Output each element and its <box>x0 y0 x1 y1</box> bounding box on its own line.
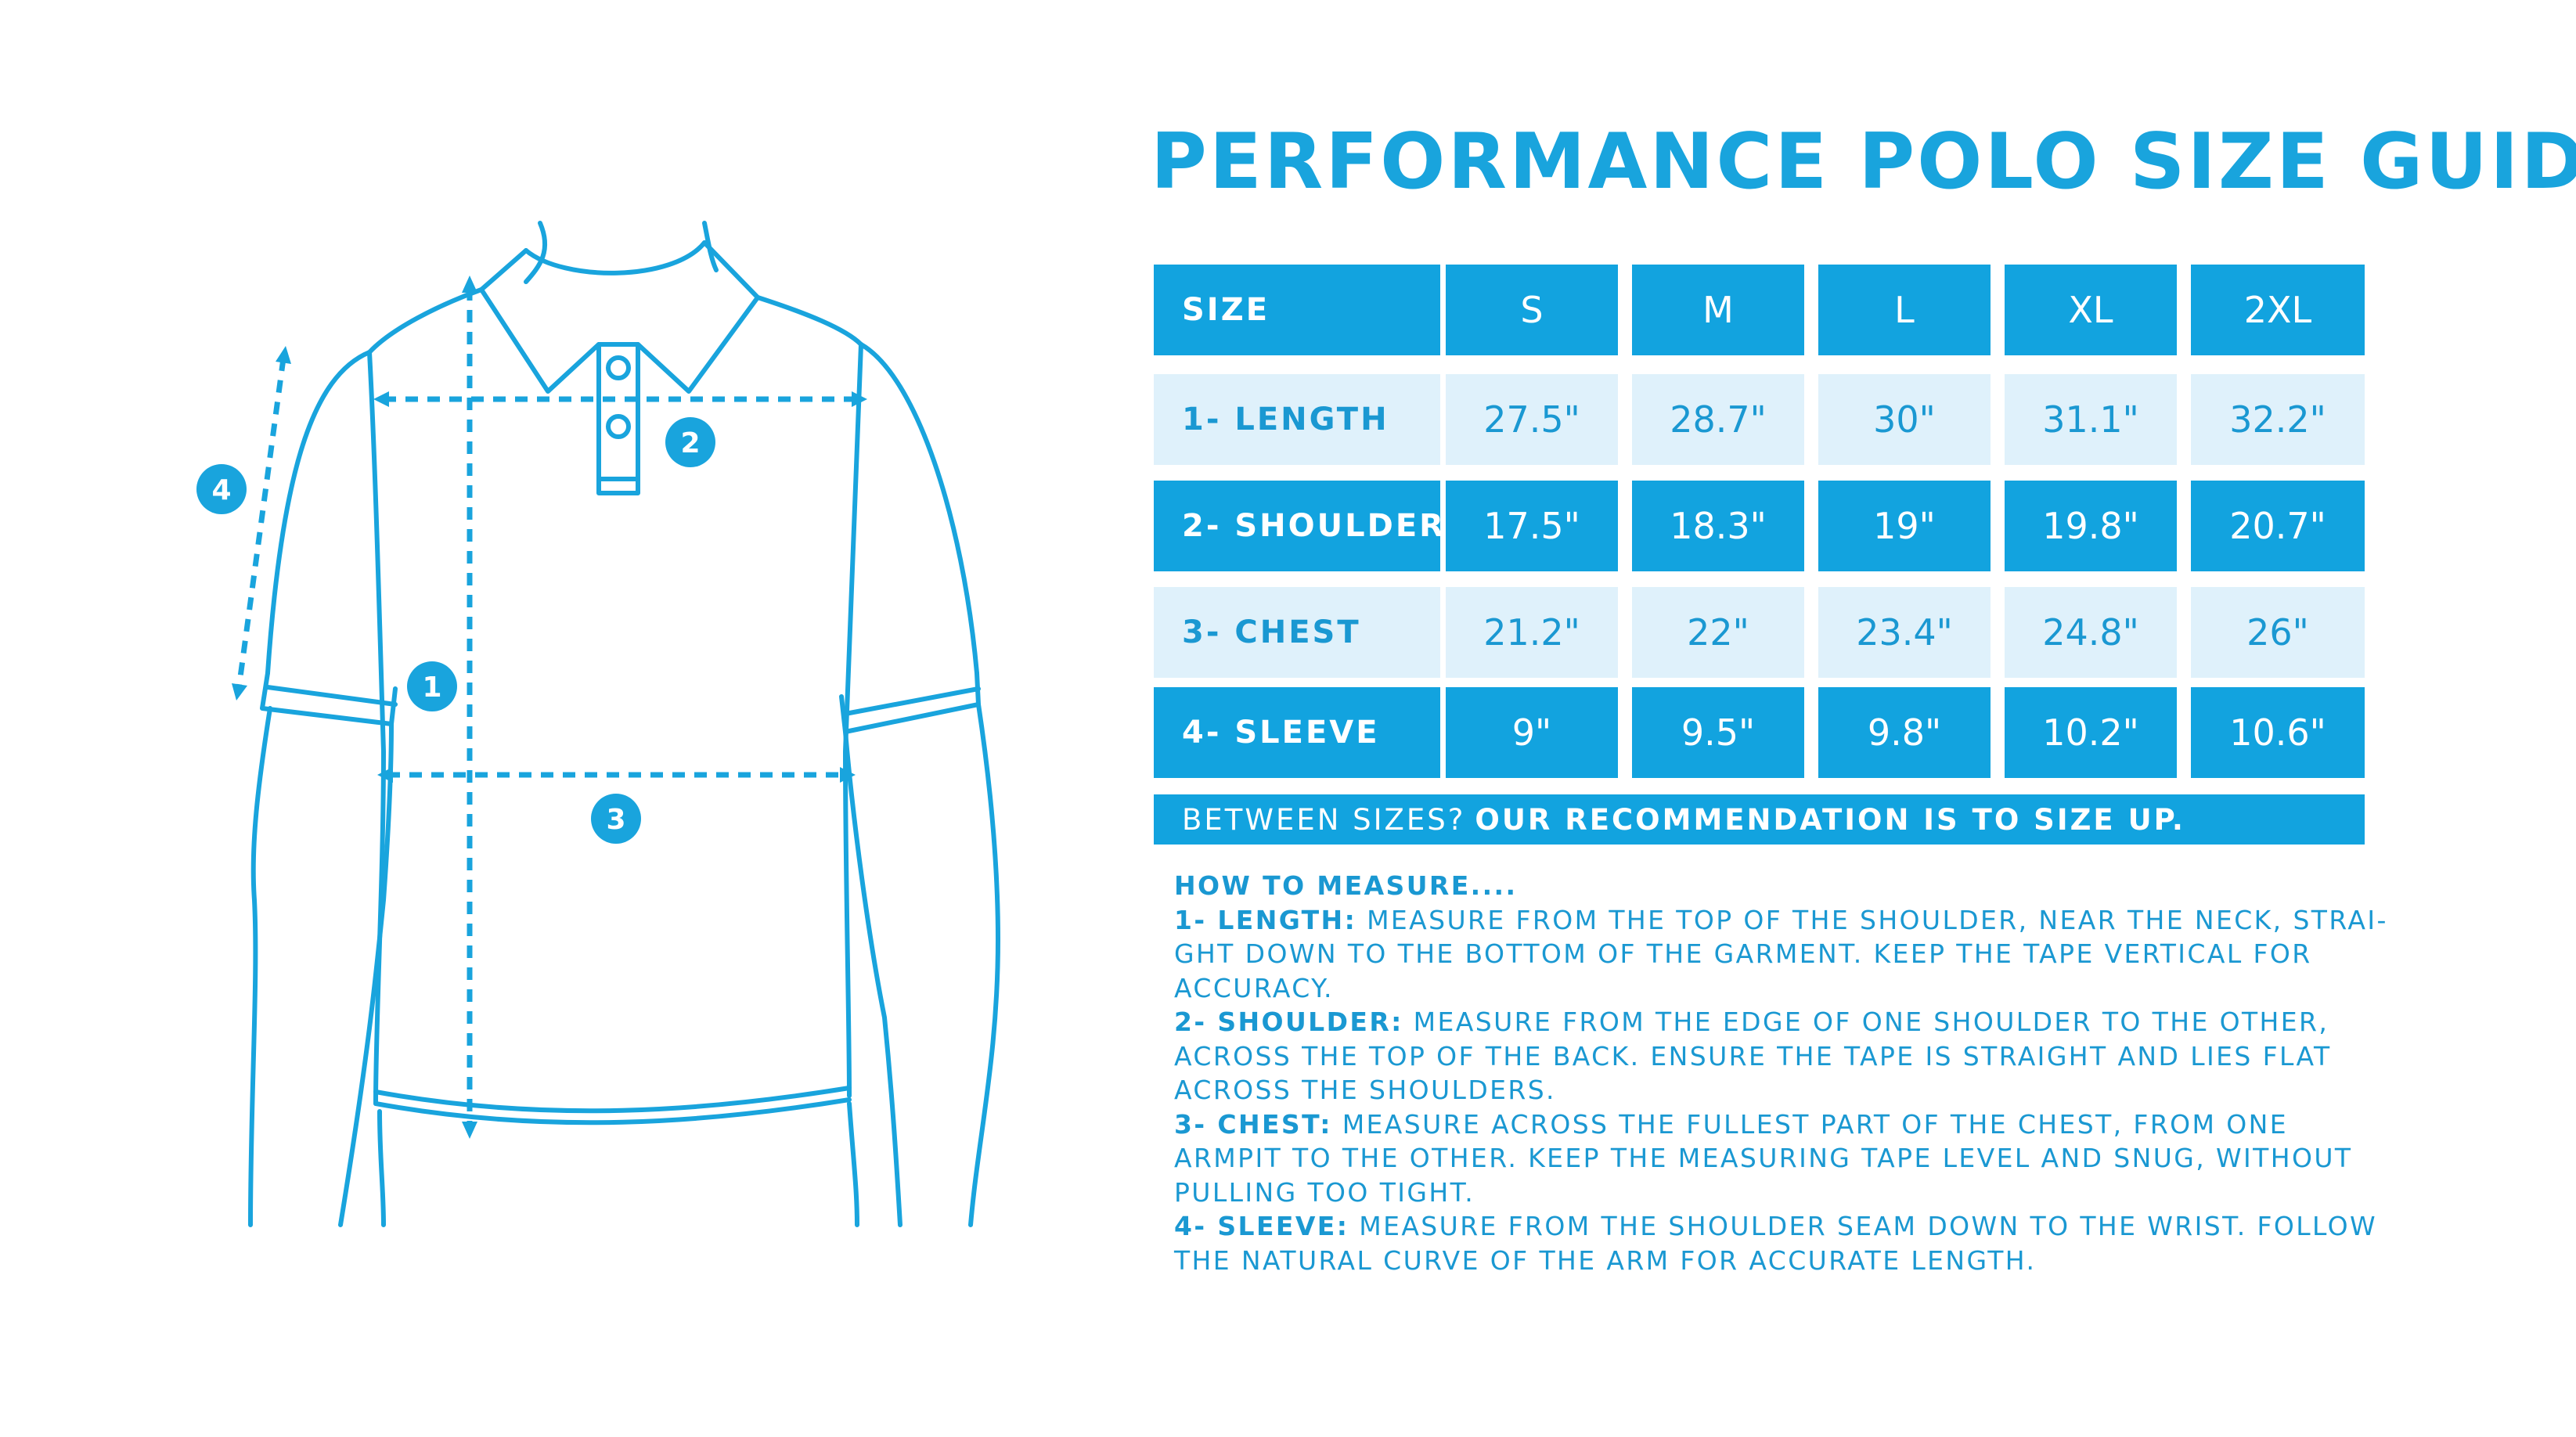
row-label-chest: 3- CHEST <box>1154 587 1440 678</box>
cell-sleeve-s: 9" <box>1446 687 1618 778</box>
cell-chest-l: 23.4" <box>1818 587 1991 678</box>
recommendation-banner: BETWEEN SIZES? OUR RECOMMENDATION IS TO … <box>1154 794 2365 845</box>
how-to-line: PULLING TOO TIGHT. <box>1174 1176 2364 1210</box>
how-to-text: MEASURE ACROSS THE FULLEST PART OF THE C… <box>1342 1108 2288 1140</box>
row-label-sleeve: 4- SLEEVE <box>1154 687 1440 778</box>
how-to-line: 1- LENGTH: MEASURE FROM THE TOP OF THE S… <box>1174 903 2386 938</box>
how-to-measure: HOW TO MEASURE.... 1- LENGTH: MEASURE FR… <box>1174 869 2386 1278</box>
cell-length-m: 28.7" <box>1632 374 1804 465</box>
header-size-l: L <box>1818 265 1991 355</box>
how-to-text: ACCURACY. <box>1174 972 1334 1003</box>
marker-3-label: 3 <box>606 804 625 836</box>
how-to-line: ACROSS THE TOP OF THE BACK. ENSURE THE T… <box>1174 1039 2364 1074</box>
marker-3 <box>591 794 641 844</box>
cell-shoulder-xl: 19.8" <box>2005 481 2177 571</box>
how-to-line: THE NATURAL CURVE OF THE ARM FOR ACCURAT… <box>1174 1244 2364 1278</box>
how-to-line: ACCURACY. <box>1174 971 2364 1006</box>
cell-chest-m: 22" <box>1632 587 1804 678</box>
cell-sleeve-m: 9.5" <box>1632 687 1804 778</box>
page-title: PERFORMANCE POLO SIZE GUIDE <box>1151 117 2576 207</box>
cell-shoulder-m: 18.3" <box>1632 481 1804 571</box>
cell-sleeve-2xl: 10.6" <box>2191 687 2365 778</box>
row-label-shoulder: 2- SHOULDER <box>1154 481 1443 571</box>
how-to-key: 2- SHOULDER: <box>1174 1007 1403 1037</box>
how-to-key: 3- CHEST: <box>1174 1108 1332 1140</box>
marker-1 <box>407 661 457 711</box>
how-to-text: ARMPIT TO THE OTHER. KEEP THE MEASURING … <box>1174 1143 2353 1173</box>
polo-shirt-diagram: 1 2 3 4 <box>196 221 1000 1227</box>
marker-2-label: 2 <box>680 427 700 459</box>
cell-length-2xl: 32.2" <box>2191 374 2365 465</box>
how-to-key: 1- LENGTH: <box>1174 904 1357 935</box>
banner-emphasis: OUR RECOMMENDATION IS TO SIZE UP. <box>1475 802 2185 837</box>
how-to-line: 3- CHEST: MEASURE ACROSS THE FULLEST PAR… <box>1174 1107 2364 1142</box>
marker-4-label: 4 <box>211 474 231 506</box>
how-to-key: 4- SLEEVE: <box>1174 1211 1349 1241</box>
how-to-text: THE NATURAL CURVE OF THE ARM FOR ACCURAT… <box>1174 1244 2037 1276</box>
how-to-line: 4- SLEEVE: MEASURE FROM THE SHOULDER SEA… <box>1174 1209 2376 1244</box>
how-to-text: MEASURE FROM THE TOP OF THE SHOULDER, NE… <box>1367 904 2388 935</box>
how-to-line: ARMPIT TO THE OTHER. KEEP THE MEASURING … <box>1174 1141 2364 1176</box>
how-to-text: MEASURE FROM THE SHOULDER SEAM DOWN TO T… <box>1359 1211 2378 1241</box>
header-size-label: SIZE <box>1154 265 1440 355</box>
cell-sleeve-xl: 10.2" <box>2005 687 2177 778</box>
how-to-text: ACROSS THE TOP OF THE BACK. ENSURE THE T… <box>1174 1040 2332 1071</box>
cell-shoulder-2xl: 20.7" <box>2191 481 2365 571</box>
how-to-heading: HOW TO MEASURE.... <box>1174 870 1518 901</box>
cell-sleeve-l: 9.8" <box>1818 687 1991 778</box>
header-size-2xl: 2XL <box>2191 265 2365 355</box>
header-size-xl: XL <box>2005 265 2177 355</box>
cell-chest-s: 21.2" <box>1446 587 1618 678</box>
cell-shoulder-l: 19" <box>1818 481 1991 571</box>
marker-1-label: 1 <box>422 672 441 704</box>
marker-2 <box>665 417 715 467</box>
cell-chest-xl: 24.8" <box>2005 587 2177 678</box>
cell-length-s: 27.5" <box>1446 374 1618 465</box>
header-size-s: S <box>1446 265 1618 355</box>
how-to-line: ACROSS THE SHOULDERS. <box>1174 1073 2364 1107</box>
cell-shoulder-s: 17.5" <box>1446 481 1618 571</box>
cell-length-l: 30" <box>1818 374 1991 465</box>
marker-4 <box>196 464 247 514</box>
how-to-text: ACROSS THE SHOULDERS. <box>1174 1075 1556 1105</box>
how-to-text: GHT DOWN TO THE BOTTOM OF THE GARMENT. K… <box>1174 938 2312 969</box>
cell-length-xl: 31.1" <box>2005 374 2177 465</box>
cell-chest-2xl: 26" <box>2191 587 2365 678</box>
how-to-text: PULLING TOO TIGHT. <box>1174 1176 1475 1208</box>
how-to-line: 2- SHOULDER: MEASURE FROM THE EDGE OF ON… <box>1174 1005 2364 1039</box>
row-label-length: 1- LENGTH <box>1154 374 1440 465</box>
how-to-text: MEASURE FROM THE EDGE OF ONE SHOULDER TO… <box>1413 1007 2329 1037</box>
header-size-m: M <box>1632 265 1804 355</box>
banner-prefix: BETWEEN SIZES? <box>1182 802 1466 837</box>
how-to-line: GHT DOWN TO THE BOTTOM OF THE GARMENT. K… <box>1174 937 2364 971</box>
marker-group: 1 2 3 4 <box>196 417 715 844</box>
